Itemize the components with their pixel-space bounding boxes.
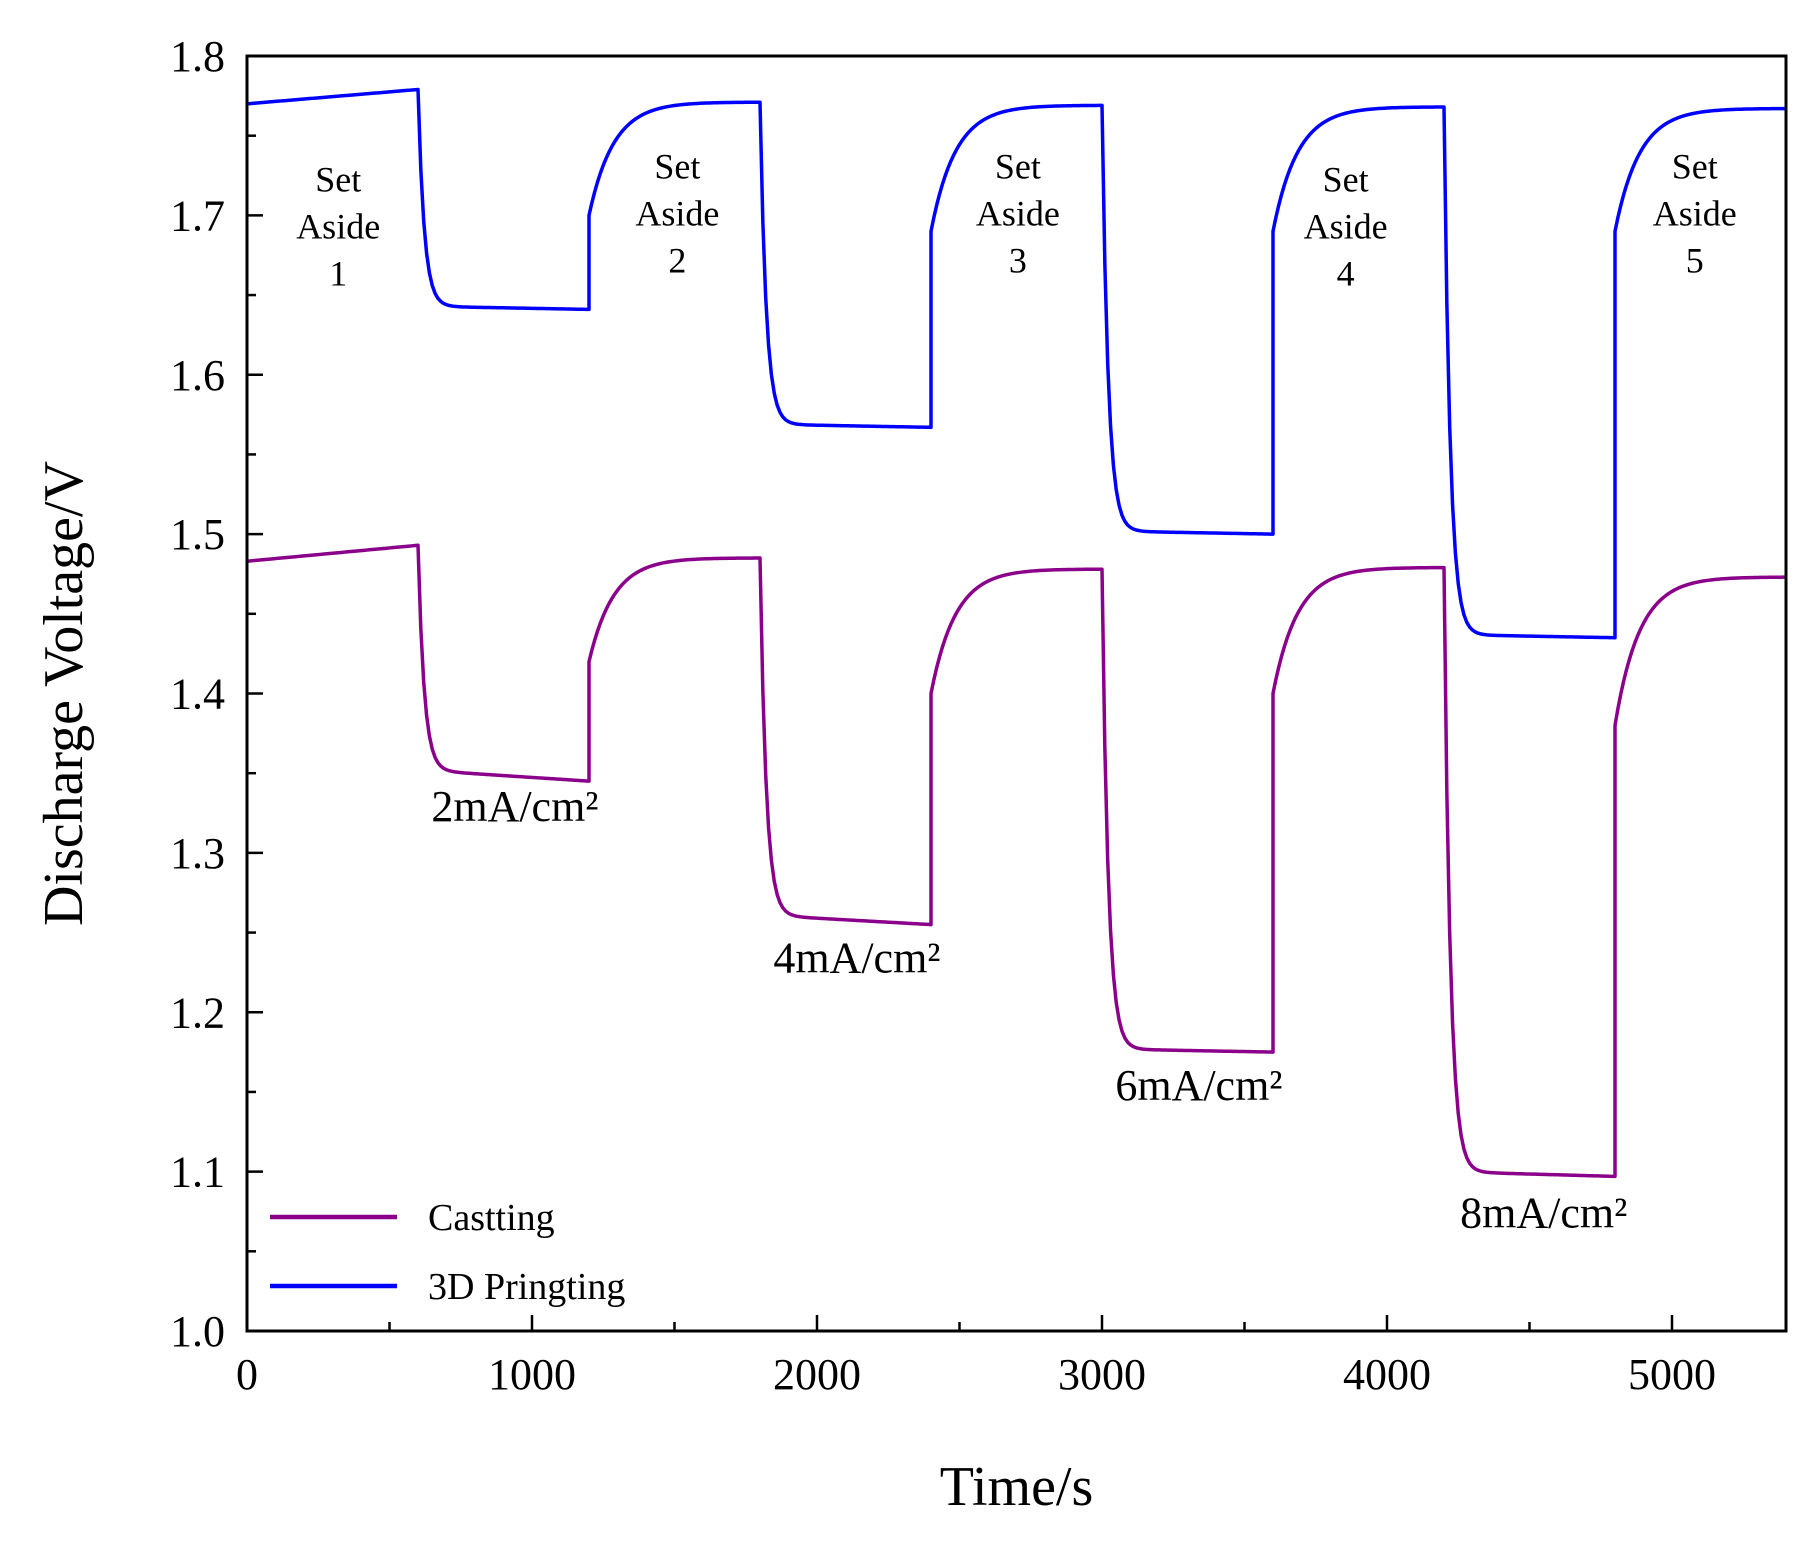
axis-ticks <box>245 54 1674 1333</box>
legend-label: Castting <box>428 1197 555 1239</box>
y-axis-title: Discharge Voltage/V <box>33 461 95 926</box>
y-tick-label: 1.7 <box>170 191 225 240</box>
set-aside-line: Set <box>995 147 1041 187</box>
set-aside-line: 2 <box>668 241 686 281</box>
set-aside-line: Set <box>315 159 361 199</box>
set-aside-line: Aside <box>976 194 1060 234</box>
x-tick-label: 2000 <box>773 1350 861 1399</box>
set-aside-label-5: Set Aside 5 <box>1653 147 1737 281</box>
set-aside-line: 4 <box>1337 253 1355 293</box>
set-aside-line: Set <box>1672 147 1718 187</box>
plot-frame <box>245 54 1788 1333</box>
x-tick-label: 0 <box>236 1350 258 1399</box>
set-aside-line: Aside <box>635 194 719 234</box>
set-aside-line: Set <box>654 147 700 187</box>
set-aside-label-2: Set Aside 2 <box>635 147 719 281</box>
y-tick-label: 1.2 <box>170 988 225 1037</box>
x-tick-label: 5000 <box>1628 1350 1716 1399</box>
series-line-3d-pringting <box>246 87 1787 640</box>
y-tick-label: 1.4 <box>170 670 225 719</box>
set-aside-line: 3 <box>1009 241 1027 281</box>
current-density-label: 6mA/cm² <box>1115 1061 1282 1110</box>
set-aside-label-4: Set Aside 4 <box>1304 159 1388 293</box>
current-density-label: 8mA/cm² <box>1460 1188 1627 1237</box>
set-aside-line: Aside <box>296 206 380 246</box>
y-tick-label: 1.0 <box>170 1307 225 1356</box>
series-line-castting <box>246 543 1787 1179</box>
current-density-label: 2mA/cm² <box>431 782 598 831</box>
legend: Castting 3D Pringting <box>270 1197 625 1308</box>
annotations: Set Aside 1 Set Aside 2 Set Aside 3 Set Aside 4 Set A… <box>296 147 1737 1238</box>
current-density-label: 4mA/cm² <box>773 933 940 982</box>
y-tick-label: 1.8 <box>170 32 225 81</box>
set-aside-line: Set <box>1323 159 1369 199</box>
set-aside-label-3: Set Aside 3 <box>976 147 1060 281</box>
series-layer <box>246 87 1787 1179</box>
set-aside-line: 1 <box>329 253 347 293</box>
x-tick-label: 1000 <box>488 1350 576 1399</box>
y-tick-label: 1.1 <box>170 1148 225 1197</box>
x-tick-label: 4000 <box>1343 1350 1431 1399</box>
legend-label: 3D Pringting <box>428 1266 625 1308</box>
x-tick-label: 3000 <box>1058 1350 1146 1399</box>
set-aside-line: Aside <box>1653 194 1737 234</box>
y-tick-label: 1.5 <box>170 510 225 559</box>
y-tick-label: 1.6 <box>170 351 225 400</box>
y-tick-label: 1.3 <box>170 829 225 878</box>
set-aside-label-1: Set Aside 1 <box>296 159 380 293</box>
x-axis-title: Time/s <box>940 1456 1094 1518</box>
set-aside-line: Aside <box>1304 206 1388 246</box>
set-aside-line: 5 <box>1686 241 1704 281</box>
tick-labels: 0 1000 2000 3000 4000 5000 1.0 1.1 1.2 1.3 1.4 1.5 1… <box>170 32 1716 1399</box>
